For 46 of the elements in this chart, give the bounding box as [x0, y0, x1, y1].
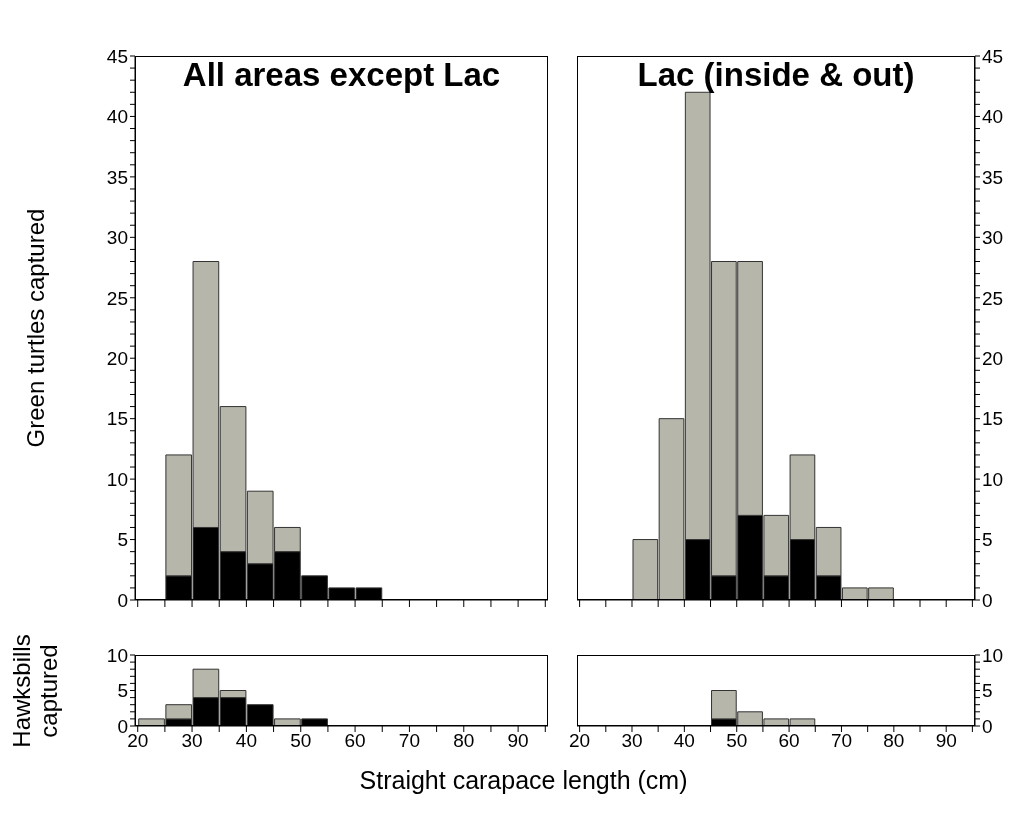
x-tick-label: 20	[569, 730, 591, 752]
y-tick-label: 45	[106, 45, 128, 67]
y-tick-label: 30	[982, 227, 1004, 249]
x-tick-label: 90	[935, 730, 957, 752]
y-tick-label: 0	[117, 589, 128, 611]
y-axis-title: Hawksbills captured	[8, 632, 62, 750]
x-tick-label: 40	[673, 730, 695, 752]
y-tick-label: 5	[117, 680, 128, 702]
x-tick-label: 60	[344, 730, 366, 752]
y-tick-label: 10	[106, 644, 128, 666]
y-tick-label: 10	[106, 468, 128, 490]
chart-title: Lac (inside & out)	[636, 55, 916, 95]
x-tick-label: 60	[778, 730, 800, 752]
x-tick-label: 80	[453, 730, 475, 752]
x-tick-label: 40	[235, 730, 257, 752]
y-tick-label: 35	[982, 166, 1004, 188]
y-tick-label: 20	[982, 347, 1004, 369]
x-tick-label: 70	[398, 730, 420, 752]
y-tick-label: 5	[982, 529, 993, 551]
y-tick-label: 15	[982, 408, 1004, 430]
y-tick-label: 10	[982, 468, 1004, 490]
x-tick-label: 30	[181, 730, 203, 752]
x-tick-label: 30	[621, 730, 643, 752]
y-tick-label: 0	[117, 715, 128, 737]
x-tick-label: 80	[883, 730, 905, 752]
y-tick-label: 30	[106, 227, 128, 249]
y-tick-label: 0	[982, 589, 993, 611]
y-tick-label: 5	[982, 680, 993, 702]
y-tick-label: 35	[106, 166, 128, 188]
y-tick-label: 10	[982, 644, 1004, 666]
x-tick-label: 50	[726, 730, 748, 752]
y-tick-label: 25	[982, 287, 1004, 309]
x-axis-title: Straight carapace length (cm)	[358, 766, 689, 795]
y-tick-label: 15	[106, 408, 128, 430]
y-tick-label: 5	[117, 529, 128, 551]
y-tick-label: 45	[982, 45, 1004, 67]
chart-title: All areas except Lac	[181, 55, 502, 95]
y-tick-label: 0	[982, 715, 993, 737]
y-tick-label: 20	[106, 347, 128, 369]
x-tick-label: 90	[507, 730, 529, 752]
y-tick-label: 40	[982, 106, 1004, 128]
x-tick-label: 50	[290, 730, 312, 752]
x-tick-label: 70	[830, 730, 853, 752]
y-tick-label: 25	[106, 287, 128, 309]
y-axis-title: Green turtles captured	[22, 207, 49, 450]
y-tick-label: 40	[106, 106, 128, 128]
